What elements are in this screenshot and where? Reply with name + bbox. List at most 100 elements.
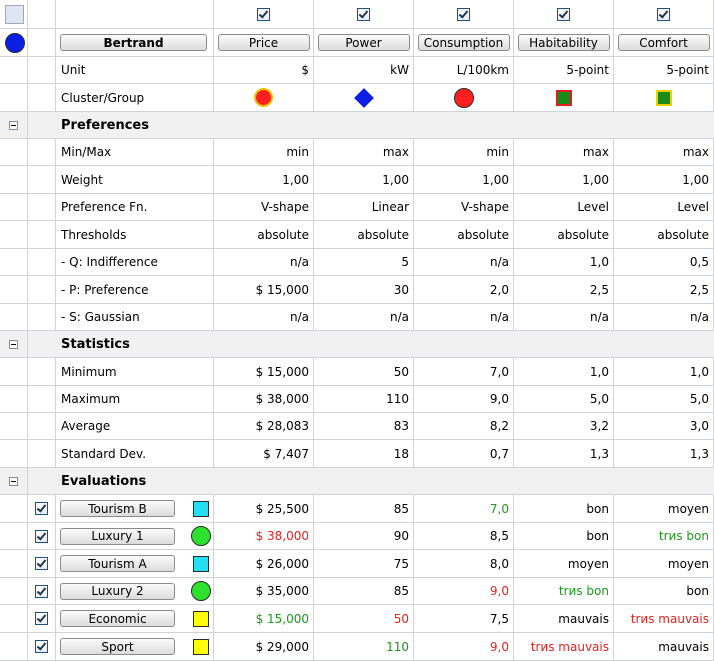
eval-cell[interactable]: bon: [514, 495, 614, 522]
pref-cell[interactable]: 1,00: [414, 166, 514, 193]
pref-cell[interactable]: 30: [314, 276, 414, 303]
eval-cell[interactable]: 7,0: [414, 495, 514, 522]
price-active-checkbox[interactable]: [257, 7, 270, 21]
power-active-checkbox[interactable]: [357, 7, 370, 21]
alternative-checkbox-cell[interactable]: [28, 550, 56, 577]
pref-cell[interactable]: 1,00: [514, 166, 614, 193]
cluster-cell[interactable]: [414, 84, 514, 111]
pref-cell[interactable]: $ 15,000: [214, 276, 314, 303]
criterion-checkbox-cell[interactable]: [214, 0, 314, 28]
alternative-checkbox-cell[interactable]: [28, 578, 56, 604]
pref-cell[interactable]: absolute: [214, 221, 314, 248]
eval-cell[interactable]: $ 15,000: [214, 605, 314, 632]
eval-cell[interactable]: trиs bon: [614, 523, 714, 549]
eval-cell[interactable]: 110: [314, 633, 414, 660]
eval-cell[interactable]: $ 25,500: [214, 495, 314, 522]
eval-cell[interactable]: trиs bon: [514, 578, 614, 604]
eval-cell[interactable]: mauvais: [614, 633, 714, 660]
consumption-active-checkbox[interactable]: [457, 7, 470, 21]
alternative-checkbox[interactable]: [35, 584, 48, 598]
statistics-collapse-cell[interactable]: [0, 331, 28, 357]
eval-cell[interactable]: moyen: [614, 495, 714, 522]
criterion-button-comfort[interactable]: Comfort: [617, 34, 710, 51]
criterion-button-habitability[interactable]: Habitability: [517, 34, 610, 51]
alternative-checkbox-cell[interactable]: [28, 523, 56, 549]
eval-cell[interactable]: mauvais: [514, 605, 614, 632]
pref-cell[interactable]: 0,5: [614, 249, 714, 275]
alternative-checkbox[interactable]: [35, 557, 48, 570]
collapse-icon[interactable]: [9, 476, 18, 486]
pref-cell[interactable]: V-shape: [414, 194, 514, 220]
pref-cell[interactable]: n/a: [414, 304, 514, 330]
eval-cell[interactable]: bon: [514, 523, 614, 549]
alternative-button[interactable]: Economic: [60, 610, 175, 627]
pref-cell[interactable]: 1,0: [514, 249, 614, 275]
eval-cell[interactable]: bon: [614, 578, 714, 604]
eval-cell[interactable]: 9,0: [414, 578, 514, 604]
pref-cell[interactable]: 2,5: [614, 276, 714, 303]
pref-cell[interactable]: Linear: [314, 194, 414, 220]
habitability-active-checkbox[interactable]: [557, 7, 570, 21]
pref-cell[interactable]: min: [214, 139, 314, 165]
alternative-checkbox[interactable]: [35, 529, 48, 543]
pref-cell[interactable]: 2,5: [514, 276, 614, 303]
pref-cell[interactable]: max: [314, 139, 414, 165]
eval-cell[interactable]: moyen: [614, 550, 714, 577]
pref-cell[interactable]: n/a: [214, 304, 314, 330]
collapse-icon[interactable]: [9, 339, 18, 349]
pref-cell[interactable]: max: [514, 139, 614, 165]
pref-cell[interactable]: n/a: [414, 249, 514, 275]
eval-cell[interactable]: moyen: [514, 550, 614, 577]
unit-value[interactable]: kW: [314, 57, 414, 83]
pref-cell[interactable]: n/a: [314, 304, 414, 330]
eval-cell[interactable]: $ 26,000: [214, 550, 314, 577]
cluster-cell[interactable]: [614, 84, 714, 111]
criterion-button-price[interactable]: Price: [217, 34, 310, 51]
eval-cell[interactable]: 85: [314, 495, 414, 522]
criterion-checkbox-cell[interactable]: [514, 0, 614, 28]
alternative-button[interactable]: Luxury 1: [60, 527, 175, 545]
comfort-active-checkbox[interactable]: [657, 7, 670, 21]
eval-cell[interactable]: 50: [314, 605, 414, 632]
pref-cell[interactable]: absolute: [414, 221, 514, 248]
alternative-checkbox[interactable]: [35, 612, 48, 625]
alternative-button[interactable]: Tourism B: [60, 500, 175, 517]
pref-cell[interactable]: 2,0: [414, 276, 514, 303]
evaluations-collapse-cell[interactable]: [0, 468, 28, 494]
criterion-checkbox-cell[interactable]: [414, 0, 514, 28]
alternative-button[interactable]: Sport: [60, 638, 175, 655]
cluster-cell[interactable]: [314, 84, 414, 111]
eval-cell[interactable]: 8,0: [414, 550, 514, 577]
pref-cell[interactable]: 1,00: [214, 166, 314, 193]
grid-corner-cell[interactable]: [0, 0, 28, 28]
scenario-button[interactable]: Bertrand: [60, 34, 207, 51]
pref-cell[interactable]: Level: [614, 194, 714, 220]
criterion-checkbox-cell[interactable]: [314, 0, 414, 28]
pref-cell[interactable]: n/a: [214, 249, 314, 275]
alternative-checkbox-cell[interactable]: [28, 495, 56, 522]
eval-cell[interactable]: 9,0: [414, 633, 514, 660]
alternative-button[interactable]: Tourism A: [60, 555, 175, 572]
pref-cell[interactable]: 1,00: [314, 166, 414, 193]
pref-cell[interactable]: n/a: [614, 304, 714, 330]
criterion-button-power[interactable]: Power: [317, 34, 410, 51]
eval-cell[interactable]: $ 35,000: [214, 578, 314, 604]
unit-value[interactable]: 5-point: [514, 57, 614, 83]
pref-cell[interactable]: max: [614, 139, 714, 165]
eval-cell[interactable]: 85: [314, 578, 414, 604]
pref-cell[interactable]: absolute: [514, 221, 614, 248]
eval-cell[interactable]: trиs mauvais: [514, 633, 614, 660]
criterion-checkbox-cell[interactable]: [614, 0, 714, 28]
alternative-button[interactable]: Luxury 2: [60, 582, 175, 600]
cluster-cell[interactable]: [514, 84, 614, 111]
alternative-checkbox[interactable]: [35, 502, 48, 515]
pref-cell[interactable]: min: [414, 139, 514, 165]
corner-selector[interactable]: [5, 4, 24, 24]
pref-cell[interactable]: absolute: [614, 221, 714, 248]
cluster-cell[interactable]: [214, 84, 314, 111]
pref-cell[interactable]: Level: [514, 194, 614, 220]
eval-cell[interactable]: 7,5: [414, 605, 514, 632]
eval-cell[interactable]: $ 38,000: [214, 523, 314, 549]
pref-cell[interactable]: absolute: [314, 221, 414, 248]
criterion-button-consumption[interactable]: Consumption: [417, 34, 510, 51]
